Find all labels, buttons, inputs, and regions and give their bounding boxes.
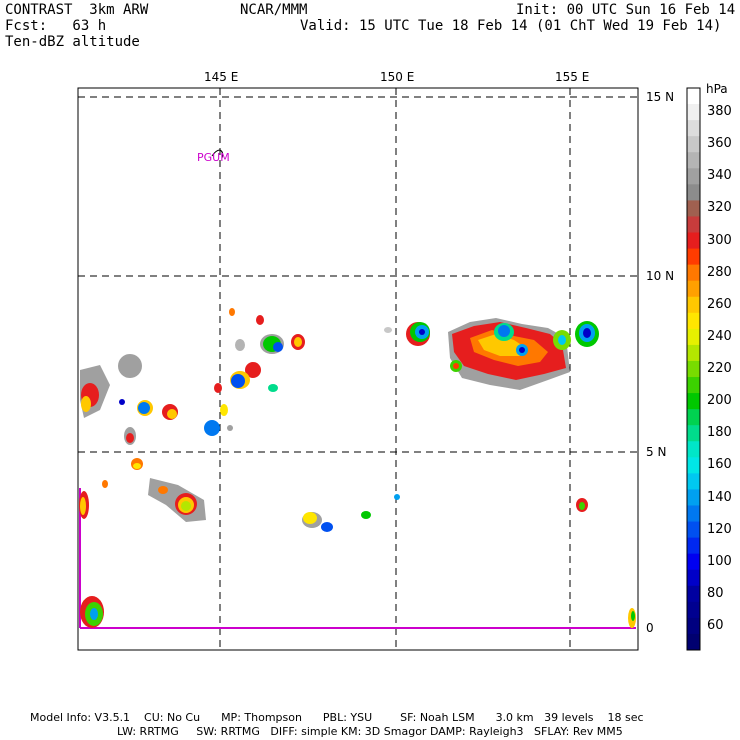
lat-label-10: 10 N bbox=[646, 269, 675, 283]
colorbar-swatch bbox=[687, 633, 700, 651]
colorbar-swatch bbox=[687, 200, 700, 217]
lon-label-145: 145 E bbox=[204, 70, 239, 84]
colorbar-label: 360 bbox=[707, 136, 732, 152]
guam-island bbox=[211, 149, 224, 159]
cell-150E bbox=[384, 322, 430, 346]
colorbar-swatch bbox=[687, 312, 700, 330]
lon-label-150: 150 E bbox=[380, 70, 415, 84]
colorbar-swatch bbox=[687, 104, 700, 121]
colorbar-label: 320 bbox=[707, 200, 732, 216]
colorbar-label: 180 bbox=[707, 425, 732, 441]
colorbar-swatch bbox=[687, 120, 700, 137]
colorbar-swatch bbox=[687, 569, 700, 587]
colorbar-swatch bbox=[687, 617, 700, 635]
colorbar-label: 240 bbox=[707, 328, 732, 344]
cell-cluster-east bbox=[448, 318, 599, 390]
colorbar-swatch bbox=[687, 553, 700, 571]
colorbar-swatch bbox=[687, 441, 700, 458]
colorbar-swatch bbox=[687, 505, 700, 523]
colorbar-swatch bbox=[687, 280, 700, 298]
colorbar-label: 260 bbox=[707, 296, 732, 312]
forecast-hour: Fcst: 63 h bbox=[5, 18, 107, 34]
colorbar-frame bbox=[686, 87, 701, 651]
colorbar-swatch bbox=[687, 425, 700, 442]
station-label-pgum: PGUM bbox=[197, 151, 230, 164]
colorbar-swatch bbox=[687, 184, 700, 201]
cell-west bbox=[80, 354, 178, 488]
colorbar-label: 380 bbox=[707, 104, 732, 120]
model-title: CONTRAST 3km ARW bbox=[5, 2, 149, 18]
colorbar bbox=[686, 87, 701, 651]
colorbar-swatch bbox=[687, 248, 700, 266]
colorbar-swatch bbox=[687, 136, 700, 153]
colorbar-label: 60 bbox=[707, 617, 724, 633]
colorbar-swatch bbox=[687, 585, 700, 603]
colorbar-label: 300 bbox=[707, 232, 732, 248]
colorbar-swatch bbox=[687, 168, 700, 185]
field-name: Ten-dBZ altitude bbox=[5, 34, 140, 50]
valid-time: Valid: 15 UTC Tue 18 Feb 14 (01 ChT Wed … bbox=[300, 18, 722, 34]
lat-label-5: 5 N bbox=[646, 445, 667, 459]
colorbar-label: 200 bbox=[707, 393, 732, 409]
colorbar-swatch bbox=[687, 537, 700, 555]
colorbar-swatch bbox=[687, 216, 700, 234]
init-time: Init: 00 UTC Sun 16 Feb 14 bbox=[516, 2, 736, 18]
colorbar-swatch bbox=[687, 377, 700, 394]
colorbar-swatch bbox=[687, 328, 700, 346]
colorbar-label: 160 bbox=[707, 457, 732, 473]
colorbar-swatch bbox=[687, 409, 700, 426]
center-name: NCAR/MMM bbox=[240, 2, 308, 18]
cell-146E bbox=[204, 308, 305, 436]
model-info-line1: Model Info: V3.5.1 CU: No Cu MP: Thompso… bbox=[30, 711, 644, 724]
reflectivity-field bbox=[79, 308, 636, 628]
colorbar-swatch bbox=[687, 601, 700, 619]
colorbar-label: 340 bbox=[707, 168, 732, 184]
graticule bbox=[78, 88, 638, 650]
colorbar-swatch bbox=[687, 393, 700, 410]
colorbar-swatch bbox=[687, 521, 700, 539]
cell-southwest bbox=[79, 478, 206, 522]
colorbar-swatch bbox=[687, 457, 700, 474]
colorbar-swatch bbox=[687, 232, 700, 250]
cell-equator bbox=[80, 596, 636, 628]
colorbar-swatch bbox=[687, 152, 700, 169]
colorbar-swatch bbox=[687, 88, 700, 105]
lat-label-0: 0 bbox=[646, 621, 654, 635]
colorbar-swatch bbox=[687, 473, 700, 490]
lat-label-15: 15 N bbox=[646, 90, 675, 104]
colorbar-label: 140 bbox=[707, 489, 732, 505]
colorbar-swatch bbox=[687, 296, 700, 314]
lon-label-155: 155 E bbox=[555, 70, 590, 84]
cell-south-mid bbox=[302, 494, 588, 532]
colorbar-swatch bbox=[687, 344, 700, 362]
colorbar-label: 120 bbox=[707, 521, 732, 537]
colorbar-swatch bbox=[687, 264, 700, 282]
colorbar-swatch bbox=[687, 360, 700, 378]
colorbar-unit: hPa bbox=[706, 82, 728, 96]
colorbar-label: 100 bbox=[707, 553, 732, 569]
colorbar-label: 80 bbox=[707, 585, 724, 601]
colorbar-label: 280 bbox=[707, 264, 732, 280]
colorbar-swatch bbox=[687, 489, 700, 506]
colorbar-label: 220 bbox=[707, 361, 732, 376]
model-info-line2: LW: RRTMG SW: RRTMG DIFF: simple KM: 3D … bbox=[117, 725, 623, 738]
